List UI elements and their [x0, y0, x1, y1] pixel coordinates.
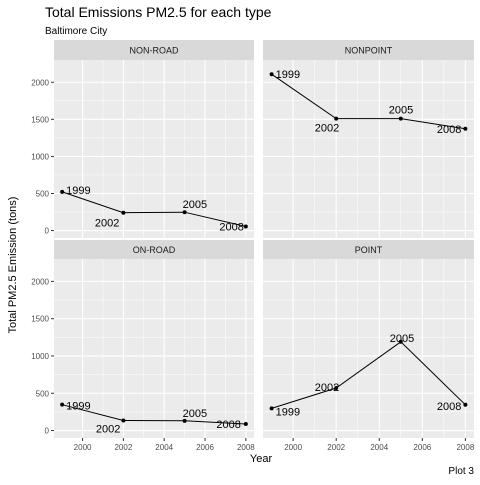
facet-strip-label: NON-ROAD [130, 46, 179, 56]
y-tick-label: 500 [36, 389, 50, 398]
panel-background [54, 60, 254, 238]
facet-strip [54, 40, 254, 60]
data-point [60, 402, 65, 407]
facet-panel-nonpoint: NONPOINT 1999 2002 2005 2008 [263, 40, 474, 238]
panel-background [54, 259, 254, 438]
x-tick-label: 2002 [327, 443, 345, 452]
data-point [243, 421, 248, 426]
data-label: 1999 [66, 185, 90, 197]
x-axis-label: Year [250, 453, 273, 465]
series-line [271, 341, 466, 409]
data-label: 1999 [276, 69, 300, 81]
series-line [62, 404, 246, 425]
data-label: 2005 [389, 105, 413, 117]
chart-subtitle: Baltimore City [45, 26, 107, 37]
data-label: 1999 [66, 401, 90, 413]
data-point [398, 116, 403, 121]
series-line [271, 73, 466, 130]
data-point [60, 189, 65, 194]
facet-strip [54, 240, 254, 259]
data-label: 2005 [183, 199, 207, 211]
x-tick-label: 2004 [370, 443, 388, 452]
y-axis-label: Total PM2.5 Emission (tons) [7, 197, 19, 334]
facet-strip-label: NONPOINT [345, 46, 393, 56]
x-tick-label: 2002 [114, 443, 132, 452]
data-point [121, 418, 126, 423]
y-tick-label: 1500 [31, 115, 49, 124]
data-point [182, 418, 187, 423]
y-tick-label: 0 [45, 427, 50, 436]
x-tick-label: 2006 [413, 443, 431, 452]
facet-strip-label: ON-ROAD [133, 245, 176, 255]
data-label: 2005 [183, 408, 207, 420]
facet-panel-on-road: ON-ROAD 0 500 1000 1500 2000 2000 2002 2004 2006 2… [31, 240, 255, 452]
data-label: 2008 [437, 124, 461, 136]
panel-background [263, 60, 474, 238]
data-point [463, 402, 468, 407]
data-label: 2005 [390, 333, 414, 345]
plot-caption: Plot 3 [448, 466, 474, 477]
data-point [269, 72, 274, 77]
y-tick-label: 500 [36, 190, 50, 199]
x-tick-label: 2008 [237, 443, 255, 452]
facet-strip-label: POINT [355, 245, 383, 255]
facet-strip [263, 40, 474, 60]
data-point [121, 210, 126, 215]
data-point [398, 339, 403, 344]
data-label: 2002 [96, 424, 120, 436]
data-label: 2008 [216, 419, 240, 431]
y-tick-label: 1000 [31, 352, 49, 361]
x-tick-label: 2000 [74, 443, 92, 452]
data-label: 2002 [315, 382, 339, 394]
data-point [334, 386, 339, 391]
y-tick-label: 1000 [31, 152, 49, 161]
data-point [463, 126, 468, 131]
y-tick-label: 2000 [31, 78, 49, 87]
series-line [62, 191, 246, 227]
facet-panels: NON-ROAD 0 500 1000 1500 2000 1999 2002 2005 2008… [31, 40, 475, 452]
data-point [334, 116, 339, 121]
y-tick-label: 1500 [31, 315, 49, 324]
data-label: 2008 [219, 222, 243, 234]
x-tick-label: 2004 [155, 443, 173, 452]
y-tick-label: 2000 [31, 277, 49, 286]
data-label: 2002 [315, 123, 339, 135]
data-label: 2002 [95, 218, 119, 230]
data-label: 1999 [276, 406, 300, 418]
facet-panel-non-road: NON-ROAD 0 500 1000 1500 2000 1999 2002 2005 2008 [31, 40, 254, 238]
facet-strip [263, 240, 474, 259]
x-tick-label: 2008 [456, 443, 474, 452]
data-point [182, 210, 187, 215]
chart-title: Total Emissions PM2.5 for each type [45, 4, 272, 20]
data-point [269, 406, 274, 411]
y-tick-label: 0 [45, 227, 50, 236]
x-tick-label: 2000 [284, 443, 302, 452]
data-point [243, 224, 248, 229]
x-tick-label: 2006 [196, 443, 214, 452]
data-label: 2008 [437, 401, 461, 413]
panel-background [263, 259, 474, 438]
facet-panel-point: POINT 2000 2002 2004 2006 2008 1999 2002 2005 200… [263, 240, 475, 452]
